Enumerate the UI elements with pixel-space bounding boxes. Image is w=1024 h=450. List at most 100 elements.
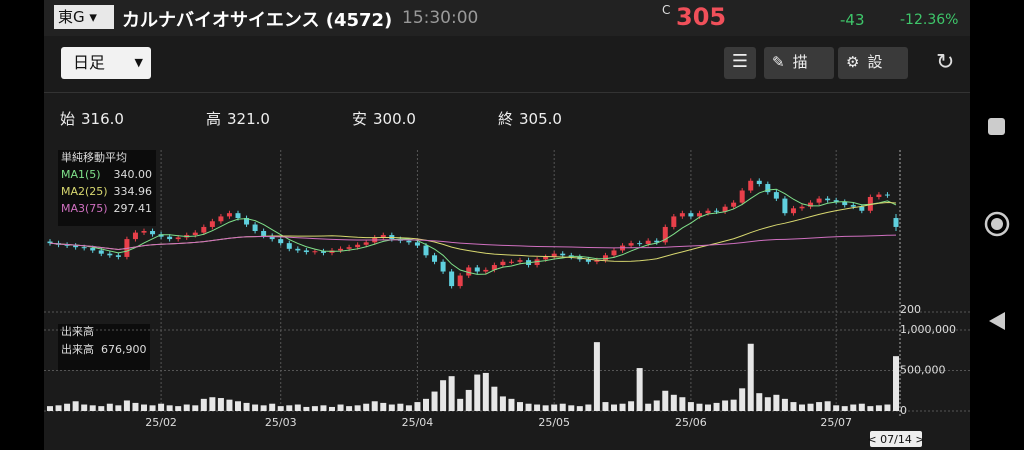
volume-bar	[209, 397, 216, 411]
price: 305	[676, 3, 727, 31]
volume-bar	[730, 399, 737, 411]
volume-bar	[277, 406, 284, 411]
settings-button[interactable]: ⚙設定	[838, 47, 908, 79]
candle-body	[466, 267, 472, 276]
refresh-button[interactable]: ↻	[936, 50, 955, 75]
volume-bar	[645, 403, 652, 411]
ohlc-value: 316.0	[81, 110, 124, 128]
volume-bar	[491, 386, 498, 411]
recent-button[interactable]	[988, 118, 1005, 135]
candle-body	[594, 260, 600, 262]
candle-body	[500, 261, 506, 266]
volume-value: 676,900	[101, 343, 147, 356]
back-button[interactable]	[989, 312, 1005, 330]
candle-body	[312, 251, 318, 253]
volume-bar	[739, 388, 746, 411]
ohlc-label: 終	[498, 110, 514, 128]
candle-body	[115, 255, 121, 257]
ohlc-value: 321.0	[227, 110, 270, 128]
candle-body	[739, 190, 745, 203]
volume-bar	[884, 404, 891, 411]
ohlc-value: 300.0	[373, 110, 416, 128]
volume-bar	[149, 405, 156, 411]
candle-body	[303, 250, 309, 253]
candle-body	[602, 255, 608, 261]
volume-bar	[337, 404, 344, 411]
volume-bar	[508, 398, 515, 411]
period-select[interactable]: 日足 ▼	[61, 47, 151, 79]
volume-bar	[764, 397, 771, 411]
volume-bar	[576, 406, 583, 411]
candle-body	[825, 198, 831, 201]
candle-body	[201, 226, 207, 233]
ma-legend-name: MA1(5)	[61, 168, 101, 181]
y-tick-label: 200	[900, 303, 921, 316]
draw-button[interactable]: ✎描画	[764, 47, 834, 79]
stock-name: カルナバイオサイエンス (4572)	[122, 10, 393, 31]
volume-bar	[132, 402, 139, 411]
candle-body	[654, 240, 660, 243]
candle-body	[859, 206, 865, 211]
change-pct: -12.36%	[900, 12, 959, 28]
ma-legend-value: 340.00	[114, 168, 153, 181]
volume-bar	[286, 405, 293, 411]
candle-body	[483, 269, 489, 272]
ohlc-item: 終 305.0	[498, 108, 644, 129]
candle-body	[98, 250, 104, 254]
volume-bar	[850, 404, 857, 411]
volume-bar	[474, 374, 481, 411]
volume-bar	[867, 406, 874, 411]
candle-body	[355, 244, 361, 248]
ohlc-item: 安 300.0	[352, 108, 498, 129]
candle-body	[278, 239, 284, 244]
candle-body	[158, 234, 164, 237]
candle-body	[244, 218, 250, 225]
ohlc-label: 安	[352, 110, 368, 128]
candle-body	[432, 255, 438, 262]
volume-bar	[226, 399, 233, 411]
market-select[interactable]: 東G ▾	[54, 5, 114, 29]
volume-label: 出来高	[61, 342, 94, 356]
volume-bar	[329, 406, 335, 411]
candle-body	[107, 253, 113, 256]
volume-bar	[106, 403, 113, 411]
volume-bar	[380, 402, 387, 411]
candle-body	[705, 210, 711, 214]
candle-body	[440, 261, 446, 272]
candle-body	[551, 253, 557, 257]
candle-body	[808, 202, 814, 207]
x-tick-label: 25/05	[538, 416, 570, 429]
volume-title: 出来高	[61, 324, 94, 338]
volume-bar	[269, 403, 276, 411]
candle-body	[363, 242, 369, 245]
volume-bar	[696, 403, 703, 411]
volume-bar	[747, 343, 754, 411]
candle-body	[90, 248, 96, 251]
home-button[interactable]	[984, 211, 1010, 237]
candle-body	[423, 245, 429, 256]
divider	[44, 92, 970, 93]
volume-bar	[123, 400, 130, 411]
volume-bar	[243, 402, 250, 411]
candle-body	[662, 226, 668, 243]
volume-bar	[397, 403, 404, 411]
volume-bar	[593, 342, 600, 411]
candle-body	[679, 213, 685, 217]
x-tick-label: 25/03	[265, 416, 297, 429]
ma-line	[49, 201, 897, 262]
candle-body	[286, 243, 292, 249]
volume-bar	[705, 404, 711, 411]
ma-line	[49, 188, 897, 275]
list-button[interactable]: ☰	[724, 47, 756, 79]
chart: 単純移動平均 出来高 出来高 676,900 < 07/14 > 25/02 25…	[44, 150, 970, 447]
volume-bar	[816, 402, 823, 411]
time: 15:30:00	[402, 8, 479, 28]
x-tick-label: 25/06	[675, 416, 707, 429]
candle-body	[474, 267, 480, 272]
ma-legend-name: MA3(75)	[61, 202, 108, 215]
volume-bar	[824, 401, 831, 411]
draw-label: 描画	[792, 53, 816, 71]
volume-bar	[790, 402, 797, 411]
candle-body	[449, 271, 455, 287]
candle-body	[722, 206, 728, 212]
